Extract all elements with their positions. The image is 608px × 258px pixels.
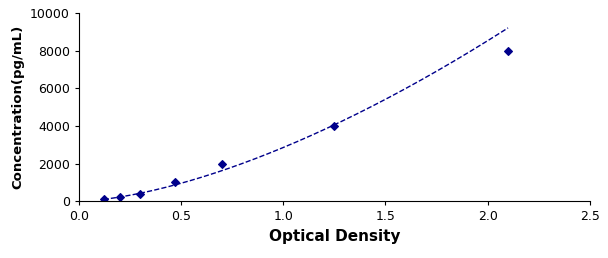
Y-axis label: Concentration(pg/mL): Concentration(pg/mL) (12, 25, 24, 189)
X-axis label: Optical Density: Optical Density (269, 229, 400, 244)
